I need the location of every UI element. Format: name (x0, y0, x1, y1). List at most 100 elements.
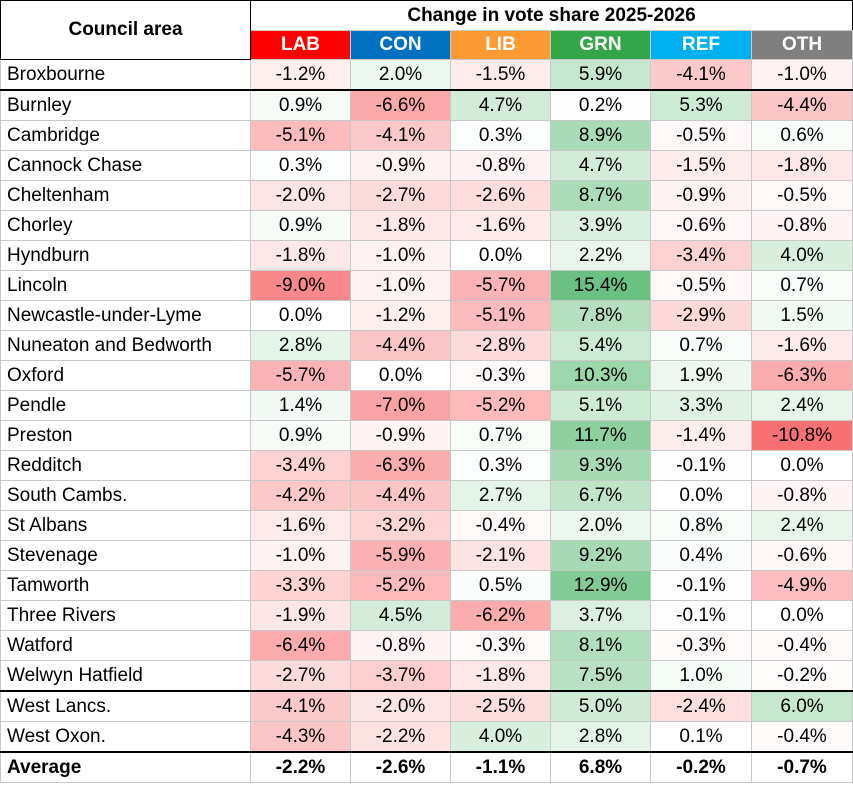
value-cell-oth: 0.0% (751, 450, 853, 481)
value-cell-ref: 1.0% (650, 660, 752, 692)
value-cell-grn: 0.2% (550, 89, 651, 121)
value-cell-oth: 4.0% (751, 240, 853, 271)
value-cell-lib: -0.4% (450, 510, 551, 541)
value-cell-lib: -1.6% (450, 210, 551, 241)
value-cell-con: -5.9% (350, 540, 451, 571)
value-cell-lib: -6.2% (450, 600, 551, 631)
council-area-name: Tamworth (0, 570, 251, 601)
value-cell-grn: 6.7% (550, 480, 651, 511)
value-cell-lib: -1.8% (450, 660, 551, 692)
value-cell-oth: 0.0% (751, 600, 853, 631)
average-cell-ref: -0.2% (650, 751, 752, 783)
value-cell-ref: -0.5% (650, 270, 752, 301)
value-cell-lab: -2.0% (250, 180, 351, 211)
value-cell-ref: -3.4% (650, 240, 752, 271)
value-cell-lib: -2.5% (450, 690, 551, 722)
value-cell-lab: -1.9% (250, 600, 351, 631)
value-cell-oth: -0.5% (751, 180, 853, 211)
table-row: Three Rivers -1.9% 4.5% -6.2% 3.7% -0.1% 0.0% (0, 600, 853, 631)
value-cell-grn: 4.7% (550, 150, 651, 181)
value-cell-grn: 11.7% (550, 420, 651, 451)
value-cell-con: -4.1% (350, 120, 451, 151)
value-cell-oth: -0.8% (751, 480, 853, 511)
value-cell-ref: 0.7% (650, 330, 752, 361)
party-header-oth: OTH (751, 30, 853, 60)
value-cell-ref: -2.9% (650, 300, 752, 331)
value-cell-oth: 2.4% (751, 390, 853, 421)
value-cell-con: -3.7% (350, 660, 451, 692)
table-row: Redditch -3.4% -6.3% 0.3% 9.3% -0.1% 0.0% (0, 450, 853, 481)
value-cell-grn: 2.8% (550, 721, 651, 753)
value-cell-lab: -4.2% (250, 480, 351, 511)
value-cell-ref: -0.1% (650, 570, 752, 601)
value-cell-con: -2.7% (350, 180, 451, 211)
value-cell-oth: -1.8% (751, 150, 853, 181)
party-header-ref: REF (650, 30, 752, 60)
council-area-name: West Oxon. (0, 721, 251, 753)
table-row: Tamworth -3.3% -5.2% 0.5% 12.9% -0.1% -4.9% (0, 570, 853, 601)
value-cell-lib: 4.7% (450, 89, 551, 121)
value-cell-lab: -5.7% (250, 360, 351, 391)
value-cell-ref: -1.4% (650, 420, 752, 451)
value-cell-grn: 5.4% (550, 330, 651, 361)
value-cell-ref: 0.4% (650, 540, 752, 571)
value-cell-oth: -10.8% (751, 420, 853, 451)
council-area-name: Burnley (0, 89, 251, 121)
value-cell-ref: -0.1% (650, 600, 752, 631)
value-cell-lab: 0.0% (250, 300, 351, 331)
value-cell-lib: 0.0% (450, 240, 551, 271)
value-cell-grn: 5.9% (550, 59, 651, 91)
value-cell-ref: -0.5% (650, 120, 752, 151)
value-cell-ref: 0.0% (650, 480, 752, 511)
value-cell-con: -0.9% (350, 420, 451, 451)
council-area-name: Three Rivers (0, 600, 251, 631)
value-cell-grn: 9.3% (550, 450, 651, 481)
party-header-lib: LIB (450, 30, 551, 60)
value-cell-oth: -0.4% (751, 721, 853, 753)
value-cell-lib: -0.8% (450, 150, 551, 181)
table-row: Oxford -5.7% 0.0% -0.3% 10.3% 1.9% -6.3% (0, 360, 853, 391)
value-cell-ref: 0.8% (650, 510, 752, 541)
value-cell-con: -4.4% (350, 330, 451, 361)
council-area-name: Cambridge (0, 120, 251, 151)
council-area-name: Stevenage (0, 540, 251, 571)
value-cell-lab: -4.3% (250, 721, 351, 753)
table-row: West Lancs. -4.1% -2.0% -2.5% 5.0% -2.4% 6.0% (0, 690, 853, 722)
table-row: Burnley 0.9% -6.6% 4.7% 0.2% 5.3% -4.4% (0, 89, 853, 121)
value-cell-lib: -0.3% (450, 360, 551, 391)
average-cell-oth: -0.7% (751, 751, 853, 783)
value-cell-lab: -4.1% (250, 690, 351, 722)
table-row: Hyndburn -1.8% -1.0% 0.0% 2.2% -3.4% 4.0% (0, 240, 853, 271)
value-cell-con: -3.2% (350, 510, 451, 541)
value-cell-grn: 15.4% (550, 270, 651, 301)
value-cell-lab: 0.9% (250, 89, 351, 121)
average-cell-lab: -2.2% (250, 751, 351, 783)
average-label: Average (0, 751, 251, 783)
value-cell-lab: -5.1% (250, 120, 351, 151)
value-cell-ref: -1.5% (650, 150, 752, 181)
council-area-name: Chorley (0, 210, 251, 241)
table-row: Watford -6.4% -0.8% -0.3% 8.1% -0.3% -0.4% (0, 630, 853, 661)
value-cell-oth: 2.4% (751, 510, 853, 541)
value-cell-con: -0.8% (350, 630, 451, 661)
value-cell-oth: -0.4% (751, 630, 853, 661)
value-cell-ref: 5.3% (650, 89, 752, 121)
table-row: Newcastle-under-Lyme 0.0% -1.2% -5.1% 7.8% -2… (0, 300, 853, 331)
value-cell-oth: -1.0% (751, 59, 853, 91)
council-area-name: Cheltenham (0, 180, 251, 211)
council-area-name: Lincoln (0, 270, 251, 301)
value-cell-oth: -1.6% (751, 330, 853, 361)
value-cell-con: -0.9% (350, 150, 451, 181)
value-cell-con: 2.0% (350, 59, 451, 91)
value-cell-con: -7.0% (350, 390, 451, 421)
value-cell-lab: -1.6% (250, 510, 351, 541)
value-cell-con: -4.4% (350, 480, 451, 511)
value-cell-grn: 5.1% (550, 390, 651, 421)
value-cell-oth: -0.8% (751, 210, 853, 241)
value-cell-ref: -0.1% (650, 450, 752, 481)
value-cell-con: -1.0% (350, 240, 451, 271)
value-cell-oth: -6.3% (751, 360, 853, 391)
party-header-lab: LAB (250, 30, 351, 60)
table-row: Pendle 1.4% -7.0% -5.2% 5.1% 3.3% 2.4% (0, 390, 853, 421)
average-row: Average -2.2% -2.6% -1.1% 6.8% -0.2% -0.7% (0, 751, 853, 783)
